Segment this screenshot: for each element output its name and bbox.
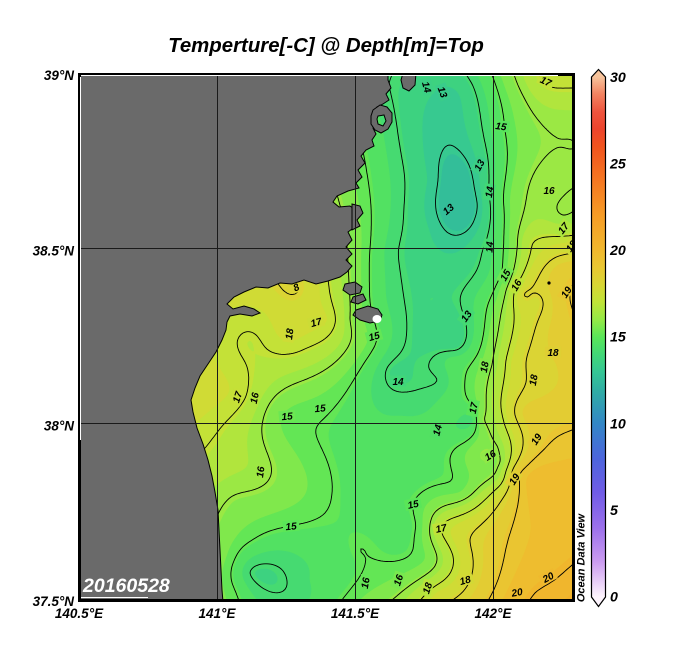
- svg-text:37.5°N: 37.5°N: [33, 594, 75, 609]
- svg-text:18: 18: [421, 581, 435, 595]
- svg-text:16: 16: [360, 576, 373, 589]
- svg-text:20: 20: [510, 587, 524, 600]
- svg-text:16: 16: [543, 186, 555, 197]
- svg-text:Ocean Data View: Ocean Data View: [576, 512, 588, 602]
- svg-text:13: 13: [473, 158, 488, 173]
- svg-text:39°N: 39°N: [44, 68, 74, 83]
- svg-text:18: 18: [479, 360, 492, 373]
- svg-text:30: 30: [610, 70, 626, 86]
- svg-text:10: 10: [610, 416, 626, 432]
- svg-text:15: 15: [368, 330, 382, 344]
- svg-text:20160528: 20160528: [82, 575, 170, 597]
- svg-text:14: 14: [392, 377, 404, 388]
- svg-text:18: 18: [564, 239, 580, 255]
- svg-text:17: 17: [231, 390, 245, 404]
- svg-text:17: 17: [310, 316, 324, 330]
- svg-text:25: 25: [609, 157, 627, 173]
- svg-text:140.5°E: 140.5°E: [55, 606, 104, 621]
- svg-text:17: 17: [435, 523, 449, 536]
- svg-text:15: 15: [495, 121, 508, 134]
- svg-text:19: 19: [559, 285, 575, 301]
- svg-text:Temperture[-C] @ Depth[m]=Top: Temperture[-C] @ Depth[m]=Top: [168, 35, 484, 57]
- svg-text:16: 16: [483, 448, 499, 463]
- svg-text:18: 18: [547, 348, 559, 359]
- svg-text:16: 16: [249, 391, 262, 405]
- svg-text:15: 15: [281, 411, 293, 423]
- svg-text:141.5°E: 141.5°E: [331, 606, 380, 621]
- svg-text:0: 0: [610, 590, 618, 606]
- svg-text:16: 16: [392, 573, 406, 587]
- svg-text:38.5°N: 38.5°N: [33, 244, 75, 259]
- svg-text:141°E: 141°E: [199, 606, 237, 621]
- svg-text:142°E: 142°E: [475, 606, 513, 621]
- svg-text:15: 15: [499, 268, 514, 284]
- svg-text:18: 18: [284, 327, 297, 340]
- svg-text:14: 14: [432, 423, 446, 437]
- svg-text:18: 18: [528, 373, 541, 386]
- svg-text:17: 17: [538, 75, 553, 90]
- svg-text:15: 15: [285, 521, 297, 533]
- svg-text:15: 15: [610, 330, 627, 346]
- svg-text:18: 18: [459, 574, 473, 588]
- svg-text:13: 13: [435, 85, 449, 100]
- svg-text:20: 20: [609, 243, 626, 259]
- svg-text:14: 14: [419, 81, 433, 95]
- svg-text:20: 20: [540, 570, 556, 586]
- svg-text:14: 14: [484, 241, 496, 253]
- svg-text:16: 16: [255, 465, 268, 478]
- svg-text:15: 15: [407, 499, 421, 512]
- svg-text:17: 17: [468, 401, 481, 415]
- svg-text:5: 5: [610, 503, 619, 519]
- svg-text:16: 16: [510, 278, 525, 294]
- svg-text:8: 8: [292, 282, 302, 295]
- svg-text:15: 15: [314, 403, 326, 415]
- svg-text:38°N: 38°N: [44, 419, 74, 434]
